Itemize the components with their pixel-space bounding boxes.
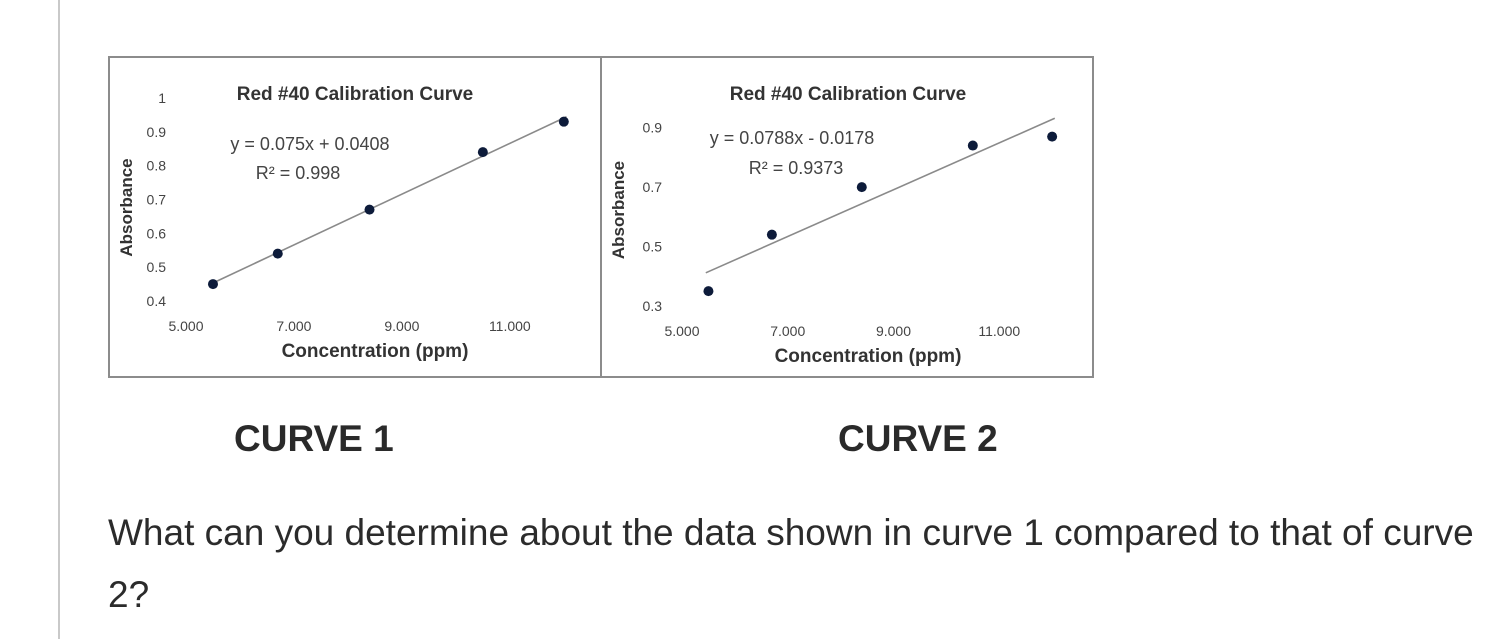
data-point: [364, 204, 375, 215]
curve-2-caption: CURVE 2: [838, 418, 998, 459]
question-text: What can you determine about the data sh…: [108, 512, 1474, 615]
data-point: [477, 147, 488, 158]
r-squared-value: R² = 0.998: [256, 163, 341, 183]
y-tick-label: 1: [158, 90, 166, 106]
y-tick-label: 0.7: [643, 179, 663, 195]
trendline: [209, 116, 567, 285]
chart-title: Red #40 Calibration Curve: [237, 84, 474, 105]
curve-1-caption: CURVE 1: [234, 418, 394, 459]
y-tick-label: 0.9: [147, 124, 167, 140]
y-tick-label: 0.7: [147, 192, 167, 208]
x-axis-label: Concentration (ppm): [282, 341, 469, 362]
data-point: [207, 279, 218, 290]
x-axis-label: Concentration (ppm): [775, 346, 962, 367]
x-tick-label: 5.000: [168, 318, 203, 334]
x-tick-label: 9.000: [876, 323, 911, 339]
r-squared-value: R² = 0.9373: [749, 158, 844, 178]
trendline-equation: y = 0.075x + 0.0408: [230, 134, 389, 154]
x-tick-label: 11.000: [489, 318, 531, 334]
data-point: [766, 229, 777, 240]
y-tick-label: 0.4: [147, 293, 167, 309]
x-tick-label: 9.000: [384, 318, 419, 334]
data-point: [703, 286, 714, 297]
calibration-figure: Red #40 Calibration Curve Absorbance 0.4 0.…: [108, 56, 1094, 378]
x-tick-label: 7.000: [770, 323, 805, 339]
left-margin-rule: [58, 0, 60, 639]
chart-panel-curve-1: Red #40 Calibration Curve Absorbance 0.4 0.…: [108, 56, 602, 378]
chart-curve-2: Red #40 Calibration Curve Absorbance 0.3 0.…: [609, 84, 1058, 367]
y-tick-label: 0.3: [643, 298, 663, 314]
chart-title: Red #40 Calibration Curve: [730, 84, 967, 105]
data-point: [1047, 131, 1058, 142]
data-point: [272, 248, 283, 259]
y-axis-label: Absorbance: [117, 158, 136, 256]
trendline-equation: y = 0.0788x - 0.0178: [710, 128, 875, 148]
x-tick-label: 7.000: [276, 318, 311, 334]
y-axis-label: Absorbance: [609, 161, 628, 259]
y-tick-label: 0.5: [147, 259, 167, 275]
x-tick-label: 11.000: [978, 323, 1020, 339]
y-tick-label: 0.8: [147, 158, 167, 174]
x-tick-label: 5.000: [664, 323, 699, 339]
y-tick-label: 0.5: [643, 239, 663, 255]
data-point: [967, 140, 978, 151]
data-point: [558, 116, 569, 127]
chart-panel-curve-2: Red #40 Calibration Curve Absorbance 0.3 0.…: [600, 56, 1094, 378]
y-tick-label: 0.9: [643, 120, 663, 136]
y-tick-label: 0.6: [147, 225, 167, 241]
data-point: [856, 182, 867, 193]
trendline: [705, 117, 1056, 274]
chart-curve-1: Red #40 Calibration Curve Absorbance 0.4 0.…: [117, 84, 569, 362]
